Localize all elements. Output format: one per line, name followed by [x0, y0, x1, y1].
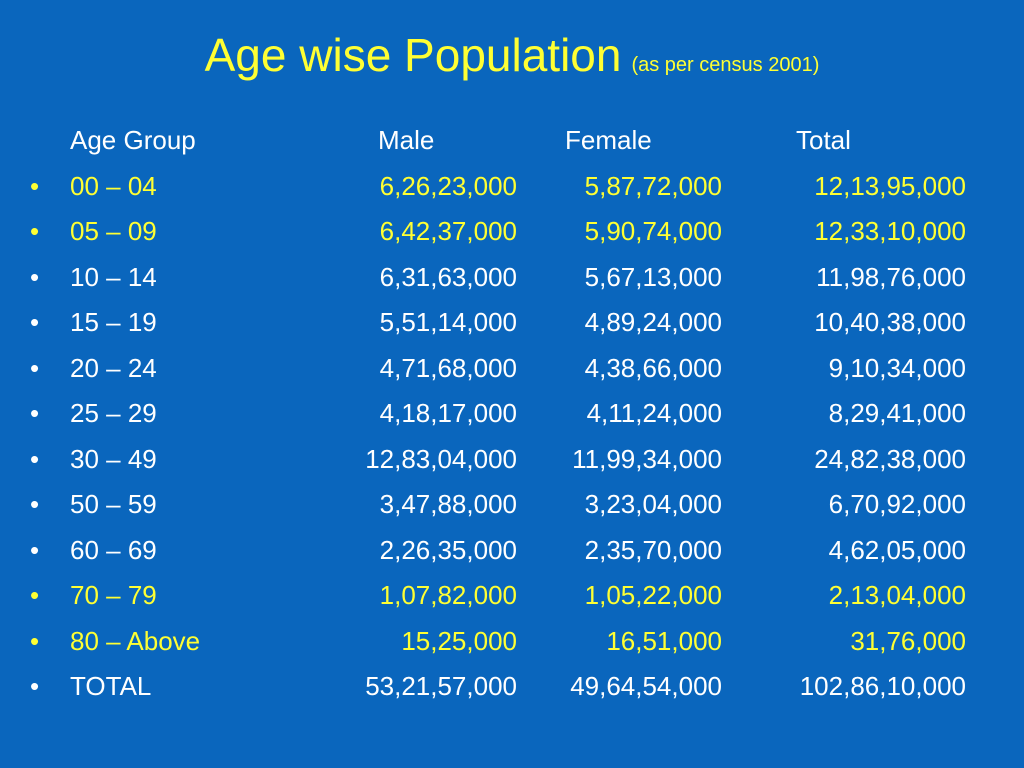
bullet-icon: •: [30, 170, 40, 201]
cell-age-group: TOTAL: [70, 671, 152, 701]
table-row: • 80 – Above 15,25,000 16,51,000 31,76,000: [0, 619, 1024, 665]
cell-male: 5,51,14,000: [379, 307, 517, 337]
cell-male: 3,47,88,000: [379, 489, 517, 519]
cell-female: 11,99,34,000: [572, 443, 722, 474]
cell-age-group: 25 – 29: [70, 398, 157, 428]
cell-age-group: 20 – 24: [70, 352, 157, 383]
cell-age-group: 05 – 09: [70, 216, 157, 246]
table-row: • 10 – 14 6,31,63,000 5,67,13,000 11,98,76,0…: [0, 255, 1024, 301]
bullet-icon: •: [30, 534, 40, 565]
cell-female: 5,87,72,000: [584, 170, 722, 201]
cell-female: 5,67,13,000: [584, 261, 722, 292]
cell-total: 24,82,38,000: [814, 443, 966, 474]
cell-male: 53,21,57,000: [365, 671, 517, 701]
population-table: Age Group Male Female Total • 00 – 04 6,26…: [0, 118, 1024, 710]
cell-total: 102,86,10,000: [799, 671, 966, 701]
cell-male: 12,83,04,000: [365, 443, 517, 474]
cell-male: 4,71,68,000: [379, 352, 517, 383]
cell-female: 3,23,04,000: [584, 489, 722, 519]
header-total: Total: [796, 125, 851, 155]
cell-age-group: 30 – 49: [70, 443, 157, 474]
table-row: • 15 – 19 5,51,14,000 4,89,24,000 10,40,38,0…: [0, 300, 1024, 346]
cell-male: 1,07,82,000: [379, 580, 517, 610]
cell-total: 9,10,34,000: [828, 352, 966, 383]
cell-age-group: 60 – 69: [70, 534, 157, 565]
table-row: • TOTAL 53,21,57,000 49,64,54,000 102,86,10,…: [0, 664, 1024, 710]
title-main: Age wise Population: [204, 29, 622, 81]
cell-total: 12,33,10,000: [814, 216, 966, 246]
cell-total: 11,98,76,000: [816, 261, 966, 292]
cell-male: 15,25,000: [401, 625, 517, 656]
cell-age-group: 50 – 59: [70, 489, 157, 519]
cell-female: 49,64,54,000: [570, 671, 722, 701]
cell-female: 16,51,000: [606, 625, 722, 656]
bullet-icon: •: [30, 580, 40, 610]
bullet-icon: •: [30, 398, 40, 428]
table-row: • 20 – 24 4,71,68,000 4,38,66,000 9,10,34,00…: [0, 346, 1024, 392]
table-row: • 60 – 69 2,26,35,000 2,35,70,000 4,62,05,00…: [0, 528, 1024, 574]
header-female: Female: [565, 125, 652, 155]
table-header-row: Age Group Male Female Total: [0, 118, 1024, 164]
slide-title: Age wise Population (as per census 2001): [0, 28, 1024, 82]
bullet-icon: •: [30, 261, 40, 292]
table-row: • 70 – 79 1,07,82,000 1,05,22,000 2,13,04,00…: [0, 573, 1024, 619]
bullet-icon: •: [30, 443, 40, 474]
cell-male: 2,26,35,000: [379, 534, 517, 565]
header-male: Male: [378, 125, 435, 155]
table-row: • 30 – 49 12,83,04,000 11,99,34,000 24,82,38…: [0, 437, 1024, 483]
table-row: • 00 – 04 6,26,23,000 5,87,72,000 12,13,95,0…: [0, 164, 1024, 210]
cell-female: 5,90,74,000: [584, 216, 722, 246]
bullet-icon: •: [30, 489, 40, 519]
cell-female: 2,35,70,000: [584, 534, 722, 565]
cell-age-group: 15 – 19: [70, 307, 157, 337]
cell-male: 6,26,23,000: [379, 170, 517, 201]
cell-female: 4,89,24,000: [584, 307, 722, 337]
bullet-icon: •: [30, 671, 40, 701]
cell-female: 4,38,66,000: [584, 352, 722, 383]
cell-total: 6,70,92,000: [828, 489, 966, 519]
cell-total: 12,13,95,000: [814, 170, 966, 201]
cell-male: 6,42,37,000: [379, 216, 517, 246]
bullet-icon: •: [30, 307, 40, 337]
cell-male: 4,18,17,000: [379, 398, 517, 428]
table-row: • 25 – 29 4,18,17,000 4,11,24,000 8,29,41,00…: [0, 391, 1024, 437]
cell-total: 10,40,38,000: [814, 307, 966, 337]
bullet-icon: •: [30, 216, 40, 246]
cell-male: 6,31,63,000: [379, 261, 517, 292]
cell-total: 4,62,05,000: [828, 534, 966, 565]
cell-total: 2,13,04,000: [828, 580, 966, 610]
cell-age-group: 70 – 79: [70, 580, 157, 610]
bullet-icon: •: [30, 352, 40, 383]
table-row: • 50 – 59 3,47,88,000 3,23,04,000 6,70,92,00…: [0, 482, 1024, 528]
header-age-group: Age Group: [70, 125, 196, 155]
title-subtitle: (as per census 2001): [631, 54, 820, 76]
table-row: • 05 – 09 6,42,37,000 5,90,74,000 12,33,10,0…: [0, 209, 1024, 255]
cell-age-group: 80 – Above: [70, 625, 201, 656]
cell-female: 4,11,24,000: [586, 398, 722, 428]
cell-total: 31,76,000: [850, 625, 966, 656]
cell-age-group: 10 – 14: [70, 261, 157, 292]
table-body: • 00 – 04 6,26,23,000 5,87,72,000 12,13,95,0…: [0, 164, 1024, 710]
cell-total: 8,29,41,000: [828, 398, 966, 428]
cell-age-group: 00 – 04: [70, 170, 157, 201]
cell-female: 1,05,22,000: [584, 580, 722, 610]
bullet-icon: •: [30, 625, 40, 656]
